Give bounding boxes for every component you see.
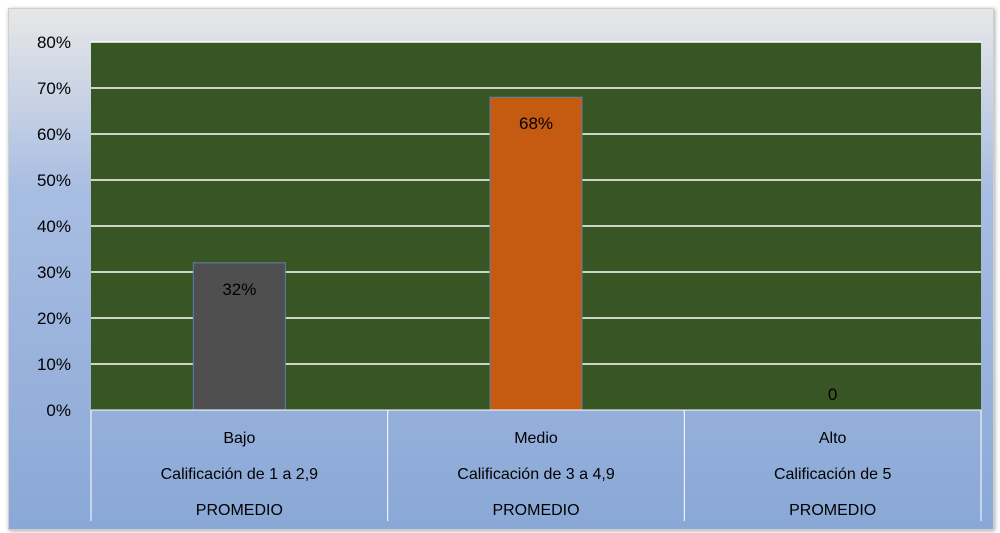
y-tick-label: 60% [37,125,71,144]
bar [192,262,286,411]
x-category-label: PROMEDIO [196,502,283,519]
y-tick-label: 10% [37,355,71,374]
bar-chart: 0% 10% 20% 30% 40% 50% 60% 70% 80% 32% 68% 0 Bajo Ca… [37,33,982,521]
data-label: 0 [828,385,837,404]
y-tick-label: 50% [37,171,71,190]
y-tick-label: 40% [37,217,71,236]
x-category-label: PROMEDIO [789,502,876,519]
x-category-label: Bajo [223,430,255,447]
x-category-label: Calificación de 5 [774,466,892,483]
y-tick-label: 80% [37,33,71,52]
data-label: 68% [519,114,553,133]
x-category-label: Calificación de 1 a 2,9 [161,466,319,483]
bar [489,96,583,411]
y-tick-label: 30% [37,263,71,282]
x-category-label: Alto [819,430,847,447]
x-category-label: PROMEDIO [492,502,579,519]
chart-area: 0% 10% 20% 30% 40% 50% 60% 70% 80% 32% 68% 0 Bajo Ca… [8,8,994,530]
x-category-label: Medio [514,430,558,447]
y-tick-label: 20% [37,309,71,328]
data-label: 32% [222,280,256,299]
x-category-label: Calificación de 3 a 4,9 [457,466,615,483]
y-tick-label: 0% [46,401,71,420]
y-tick-label: 70% [37,79,71,98]
